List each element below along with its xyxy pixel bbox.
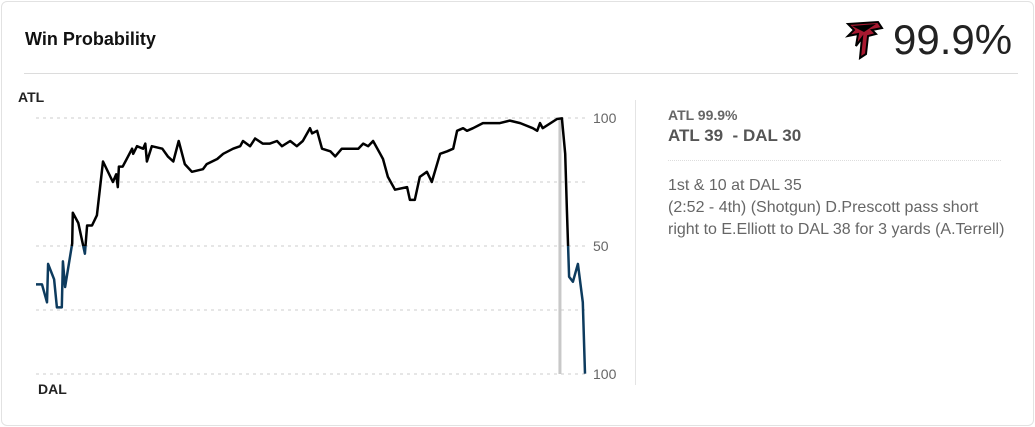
win-percentage: 99.9% <box>893 16 1013 63</box>
play-win-probability: ATL 99.9% <box>668 107 738 123</box>
top-team-label: ATL <box>18 89 45 105</box>
panel-separator <box>668 160 1001 161</box>
header-divider <box>24 73 1018 74</box>
play-description: (2:52 - 4th) (Shotgun) D.Prescott pass s… <box>668 199 1005 238</box>
y-tick-label: 100 <box>593 110 617 126</box>
card-title: Win Probability <box>25 29 156 49</box>
series-line-atl-favored <box>70 117 570 246</box>
play-score: ATL 39 - DAL 30 <box>668 126 802 145</box>
bottom-team-label: DAL <box>38 381 67 397</box>
atlanta-falcons-logo-icon <box>844 20 884 60</box>
play-down-distance: 1st & 10 at DAL 35 <box>668 177 802 194</box>
play-detail-panel: ATL 99.9% ATL 39 - DAL 30 1st & 10 at DA… <box>668 107 1008 241</box>
y-tick-label: 100 <box>593 366 617 382</box>
panel-divider <box>635 100 636 385</box>
y-tick-label: 50 <box>593 238 609 254</box>
